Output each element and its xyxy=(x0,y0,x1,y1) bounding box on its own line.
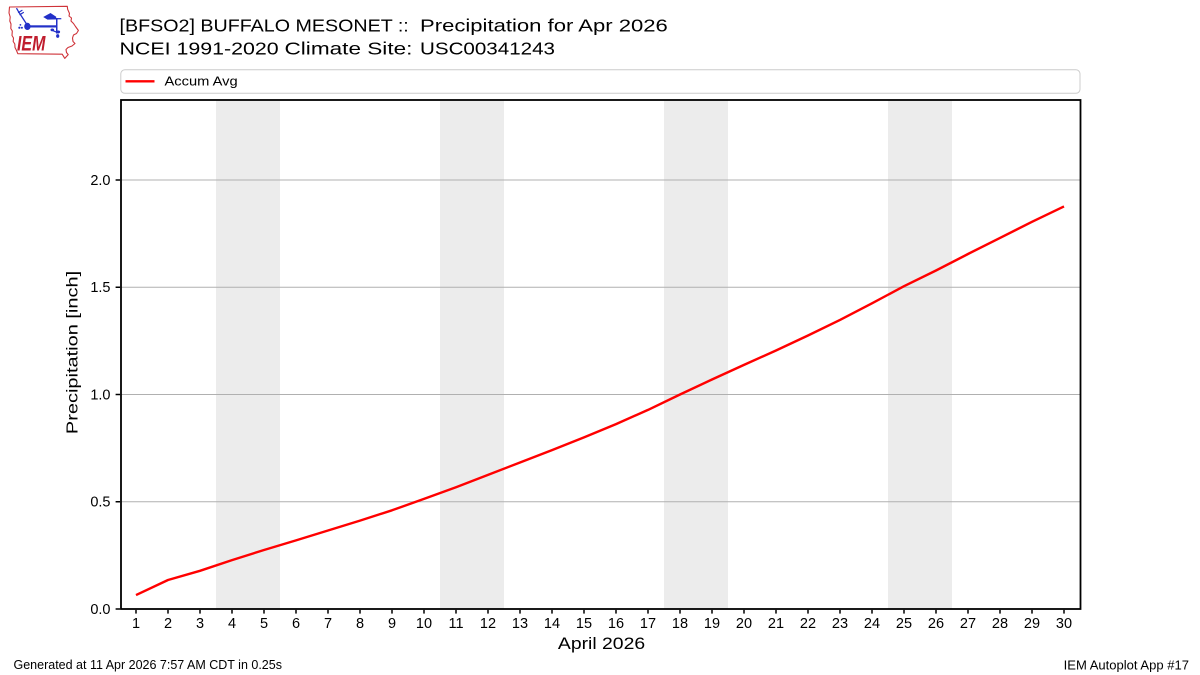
svg-text:25: 25 xyxy=(896,616,912,632)
svg-text:USC00341243: USC00341243 xyxy=(420,40,555,59)
svg-text:15: 15 xyxy=(576,616,592,632)
svg-text:26: 26 xyxy=(928,616,944,632)
svg-text:5: 5 xyxy=(260,616,268,632)
svg-text:Climate Site:: Climate Site: xyxy=(285,40,413,59)
svg-text:4: 4 xyxy=(228,616,236,632)
svg-text:13: 13 xyxy=(512,616,528,632)
svg-text:20: 20 xyxy=(736,616,752,632)
svg-text:24: 24 xyxy=(864,616,880,632)
svg-text:2: 2 xyxy=(164,616,172,632)
svg-text:NCEI 1991-2020: NCEI 1991-2020 xyxy=(120,39,279,59)
svg-text:[BFSO2] BUFFALO MESONET ::: [BFSO2] BUFFALO MESONET :: xyxy=(120,16,409,36)
svg-text:11: 11 xyxy=(448,616,463,632)
svg-text:April 2026: April 2026 xyxy=(558,634,645,653)
svg-text:IEM: IEM xyxy=(17,31,46,55)
svg-text:Precipitation [inch]: Precipitation [inch] xyxy=(64,271,81,434)
svg-text:Precipitation for Apr 2026: Precipitation for Apr 2026 xyxy=(420,17,668,36)
svg-text:23: 23 xyxy=(832,616,848,632)
svg-text:1.5: 1.5 xyxy=(90,280,110,296)
svg-text:17: 17 xyxy=(640,616,656,632)
svg-text:Generated at 11 Apr 2026 7:57: Generated at 11 Apr 2026 7:57 AM CDT in … xyxy=(14,658,282,672)
svg-text:0.0: 0.0 xyxy=(90,602,110,618)
svg-text:10: 10 xyxy=(416,616,432,632)
svg-text:19: 19 xyxy=(704,616,720,632)
svg-text:12: 12 xyxy=(480,616,496,632)
svg-text:27: 27 xyxy=(960,616,976,632)
svg-text:2.0: 2.0 xyxy=(90,173,110,189)
svg-text:16: 16 xyxy=(608,616,624,632)
svg-text:Accum Avg: Accum Avg xyxy=(165,73,238,88)
svg-text:IEM Autoplot App #17: IEM Autoplot App #17 xyxy=(1064,658,1189,673)
svg-text:6: 6 xyxy=(292,616,300,632)
svg-text:18: 18 xyxy=(672,616,688,632)
svg-text:1: 1 xyxy=(132,616,140,632)
svg-text:21: 21 xyxy=(768,616,784,632)
svg-text:0.5: 0.5 xyxy=(90,495,110,511)
svg-text:8: 8 xyxy=(356,616,364,632)
svg-text:29: 29 xyxy=(1024,616,1040,632)
svg-text:1.0: 1.0 xyxy=(90,387,110,403)
svg-text:14: 14 xyxy=(544,616,560,632)
svg-text:7: 7 xyxy=(324,616,332,632)
svg-text:9: 9 xyxy=(388,616,396,632)
svg-text:3: 3 xyxy=(196,616,204,632)
svg-text:22: 22 xyxy=(800,616,816,632)
svg-text:30: 30 xyxy=(1056,616,1072,632)
svg-text:28: 28 xyxy=(992,616,1008,632)
